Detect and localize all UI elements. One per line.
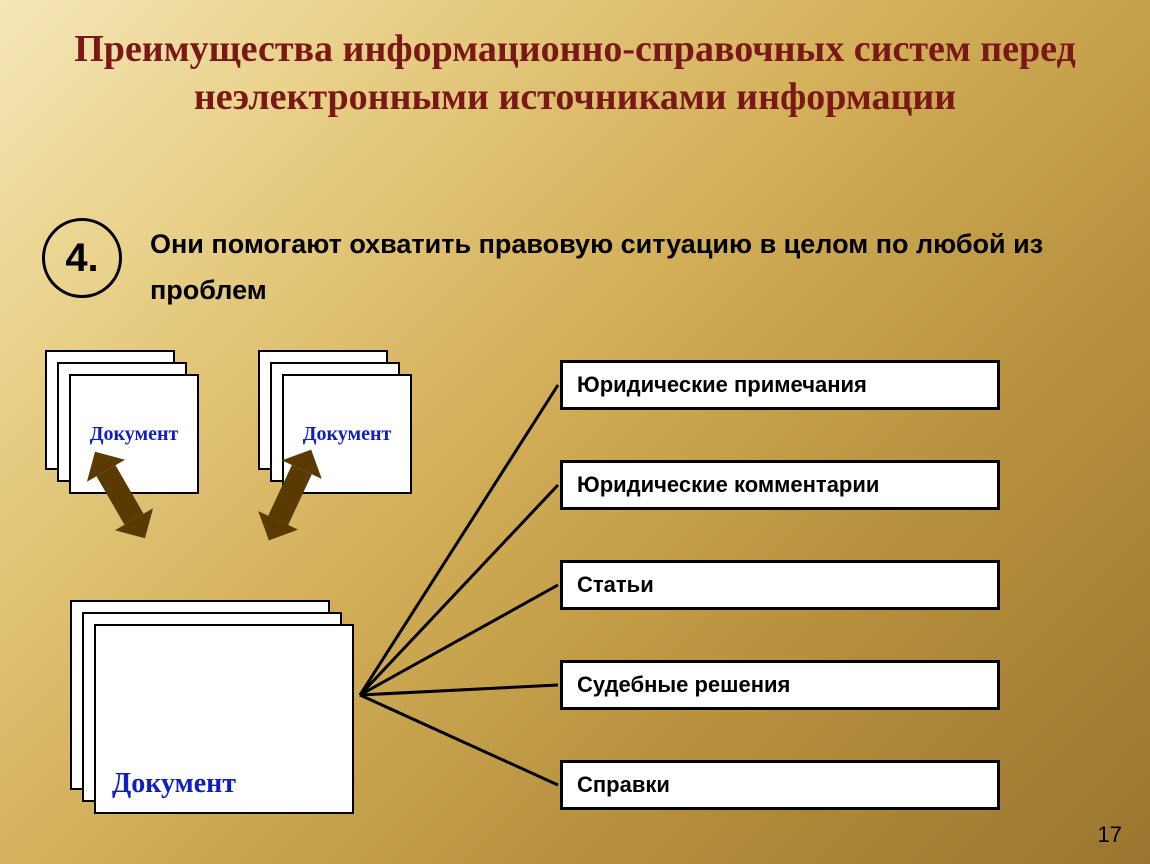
diagram-area: Документ Документ Документ Юридические п… [0, 340, 1150, 840]
category-label: Юридические комментарии [577, 472, 879, 498]
slide-title: Преимущества информационно-справочных си… [0, 0, 1150, 131]
category-box: Статьи [560, 560, 1000, 610]
category-label: Справки [577, 772, 670, 798]
category-label: Статьи [577, 572, 654, 598]
doc-label: Документ [69, 374, 199, 494]
slide-subtitle: Они помогают охватить правовую ситуацию … [150, 222, 1050, 314]
category-box: Юридические примечания [560, 360, 1000, 410]
point-number: 4. [65, 236, 98, 281]
point-number-badge: 4. [42, 218, 122, 298]
page-number: 17 [1098, 822, 1122, 848]
doc-label: Документ [94, 624, 354, 814]
doc-label: Документ [282, 374, 412, 494]
category-box: Юридические комментарии [560, 460, 1000, 510]
category-box: Судебные решения [560, 660, 1000, 710]
category-label: Юридические примечания [577, 372, 867, 398]
category-box: Справки [560, 760, 1000, 810]
category-label: Судебные решения [577, 672, 790, 698]
